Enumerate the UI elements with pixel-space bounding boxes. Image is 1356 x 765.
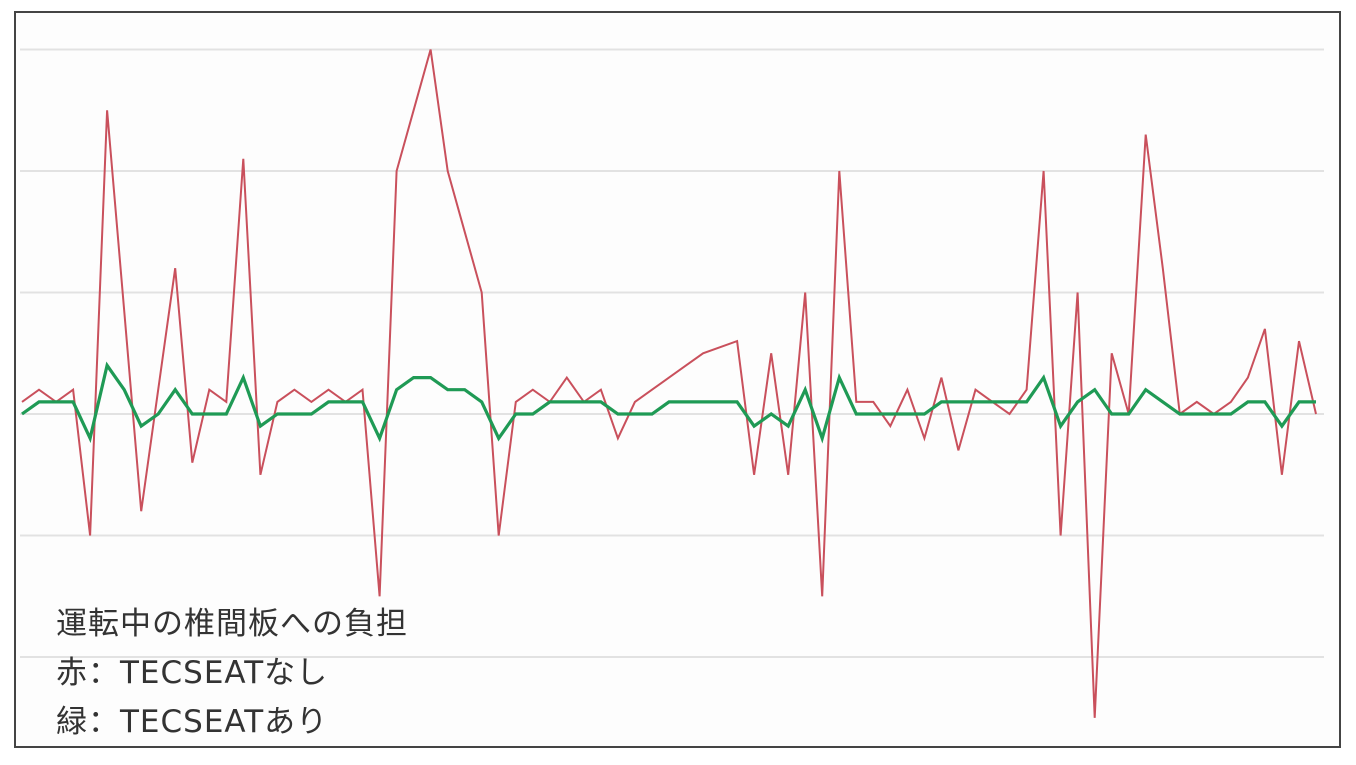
chart-title: 運転中の椎間板への負担 bbox=[56, 606, 408, 642]
legend-red: 赤：TECSEATなし bbox=[56, 655, 329, 691]
chart-frame: 運転中の椎間板への負担 赤：TECSEATなし 緑：TECSEATあり bbox=[14, 11, 1341, 748]
legend-green: 緑：TECSEATあり bbox=[56, 704, 329, 740]
line-chart bbox=[20, 48, 1324, 718]
